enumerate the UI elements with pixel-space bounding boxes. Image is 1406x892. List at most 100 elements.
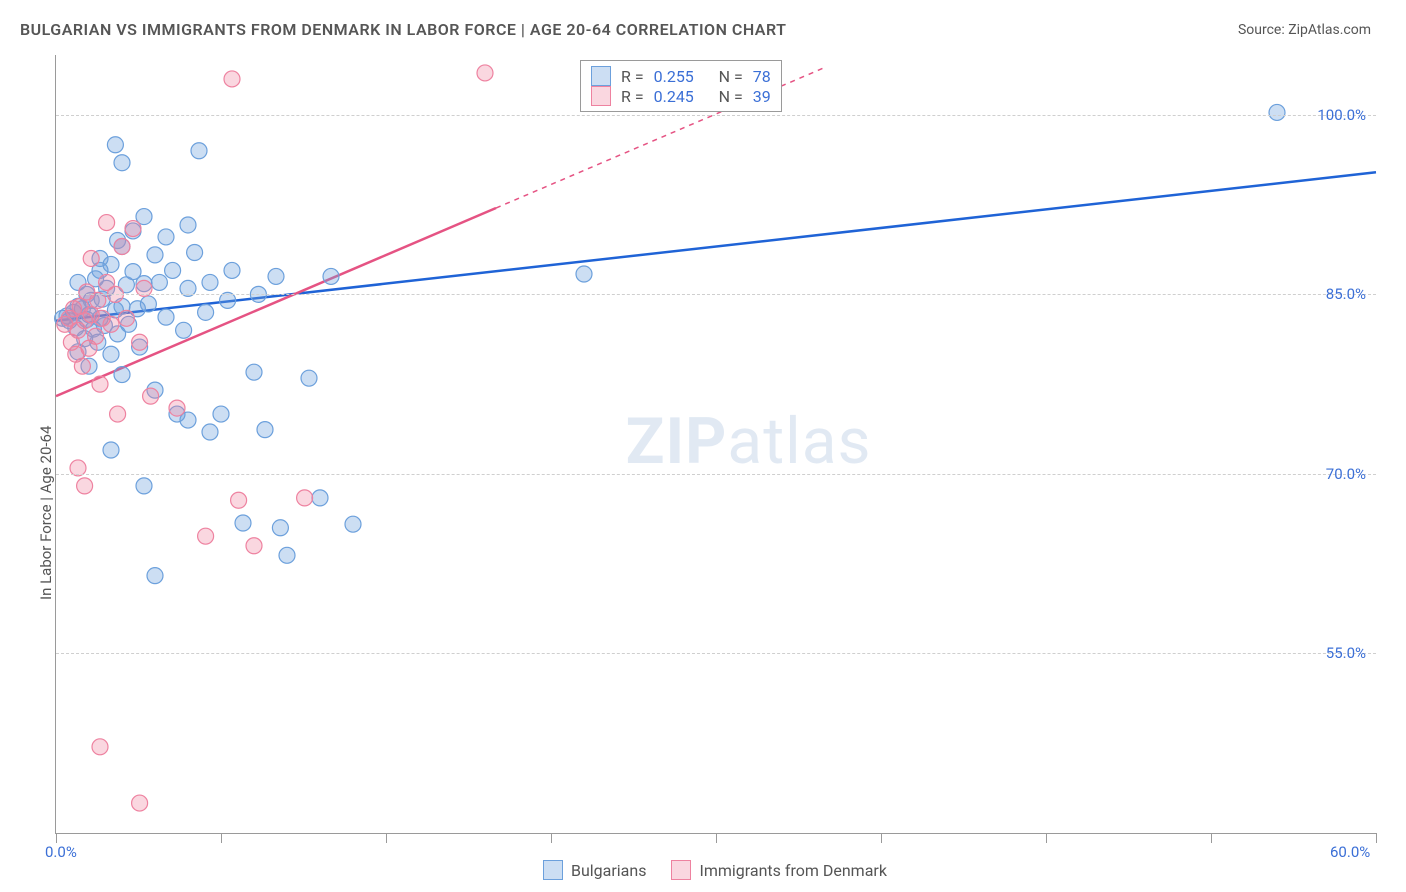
n-prefix: N = — [719, 67, 743, 86]
scatter-point — [345, 516, 361, 532]
scatter-point — [103, 442, 119, 458]
scatter-point — [132, 334, 148, 350]
legend-item: Immigrants from Denmark — [671, 860, 886, 880]
r-value: 0.255 — [654, 67, 709, 86]
scatter-point — [176, 322, 192, 338]
scatter-point — [272, 520, 288, 536]
scatter-point — [151, 274, 167, 290]
scatter-point — [103, 256, 119, 272]
y-tick-label: 55.0% — [1326, 644, 1366, 662]
scatter-point — [187, 244, 203, 260]
chart-title: BULGARIAN VS IMMIGRANTS FROM DENMARK IN … — [20, 20, 786, 39]
n-value: 39 — [753, 87, 771, 106]
plot-svg — [56, 55, 1376, 833]
scatter-point — [180, 217, 196, 233]
y-tick-label: 100.0% — [1317, 106, 1366, 124]
scatter-point — [158, 309, 174, 325]
scatter-point — [198, 304, 214, 320]
x-tick — [881, 833, 882, 843]
scatter-point — [92, 739, 108, 755]
scatter-point — [165, 262, 181, 278]
scatter-point — [143, 388, 159, 404]
scatter-point — [312, 490, 328, 506]
scatter-point — [257, 422, 273, 438]
scatter-point — [136, 478, 152, 494]
scatter-point — [202, 274, 218, 290]
legend-swatch — [671, 860, 691, 880]
scatter-point — [99, 215, 115, 231]
gridline — [56, 294, 1376, 295]
scatter-point — [224, 71, 240, 87]
y-tick-label: 85.0% — [1326, 285, 1366, 303]
scatter-point — [140, 296, 156, 312]
x-tick — [1211, 833, 1212, 843]
scatter-point — [147, 247, 163, 263]
scatter-point — [202, 424, 218, 440]
r-prefix: R = — [621, 87, 644, 106]
scatter-point — [158, 229, 174, 245]
scatter-point — [74, 358, 90, 374]
x-axis-end-label: 60.0% — [1330, 843, 1370, 861]
scatter-point — [1269, 104, 1285, 120]
legend-item: Bulgarians — [543, 860, 646, 880]
scatter-point — [107, 137, 123, 153]
x-tick — [386, 833, 387, 843]
x-axis-start-label: 0.0% — [45, 843, 77, 861]
scatter-point — [231, 492, 247, 508]
scatter-point — [169, 400, 185, 416]
y-tick-label: 70.0% — [1326, 465, 1366, 483]
scatter-point — [301, 370, 317, 386]
scatter-point — [77, 478, 93, 494]
x-tick — [56, 833, 57, 843]
r-prefix: R = — [621, 67, 644, 86]
scatter-point — [198, 528, 214, 544]
scatter-point — [246, 538, 262, 554]
series-legend: Bulgarians Immigrants from Denmark — [543, 860, 887, 880]
legend-swatch — [591, 86, 611, 106]
scatter-point — [114, 367, 130, 383]
correlation-stats-box: R = 0.255 N = 78 R = 0.245 N = 39 — [580, 60, 782, 112]
scatter-point — [103, 346, 119, 362]
scatter-point — [191, 143, 207, 159]
gridline — [56, 115, 1376, 116]
scatter-point — [132, 795, 148, 811]
n-value: 78 — [753, 67, 771, 86]
x-tick — [716, 833, 717, 843]
scatter-point — [213, 406, 229, 422]
y-axis-label: In Labor Force | Age 20-64 — [37, 425, 55, 599]
scatter-point — [118, 310, 134, 326]
scatter-point — [125, 221, 141, 237]
scatter-plot-area: ZIPatlas 55.0%70.0%85.0%100.0% — [55, 55, 1376, 834]
scatter-point — [323, 268, 339, 284]
legend-swatch — [591, 66, 611, 86]
scatter-point — [110, 406, 126, 422]
scatter-point — [246, 364, 262, 380]
scatter-point — [114, 239, 130, 255]
scatter-point — [477, 65, 493, 81]
scatter-point — [224, 262, 240, 278]
scatter-point — [297, 490, 313, 506]
gridline — [56, 474, 1376, 475]
scatter-point — [235, 515, 251, 531]
scatter-point — [83, 250, 99, 266]
scatter-point — [147, 568, 163, 584]
scatter-point — [88, 328, 104, 344]
legend-swatch — [543, 860, 563, 880]
source-attribution: Source: ZipAtlas.com — [1238, 22, 1371, 38]
scatter-point — [92, 376, 108, 392]
x-tick — [551, 833, 552, 843]
stats-row: R = 0.245 N = 39 — [591, 86, 771, 106]
n-prefix: N = — [719, 87, 743, 106]
legend-label: Bulgarians — [571, 861, 646, 880]
scatter-point — [114, 155, 130, 171]
r-value: 0.245 — [654, 87, 709, 106]
x-tick — [221, 833, 222, 843]
stats-row: R = 0.255 N = 78 — [591, 66, 771, 86]
x-tick — [1046, 833, 1047, 843]
legend-label: Immigrants from Denmark — [699, 861, 886, 880]
scatter-point — [103, 316, 119, 332]
gridline — [56, 653, 1376, 654]
scatter-point — [576, 266, 592, 282]
x-tick — [1376, 833, 1377, 843]
scatter-point — [279, 547, 295, 563]
